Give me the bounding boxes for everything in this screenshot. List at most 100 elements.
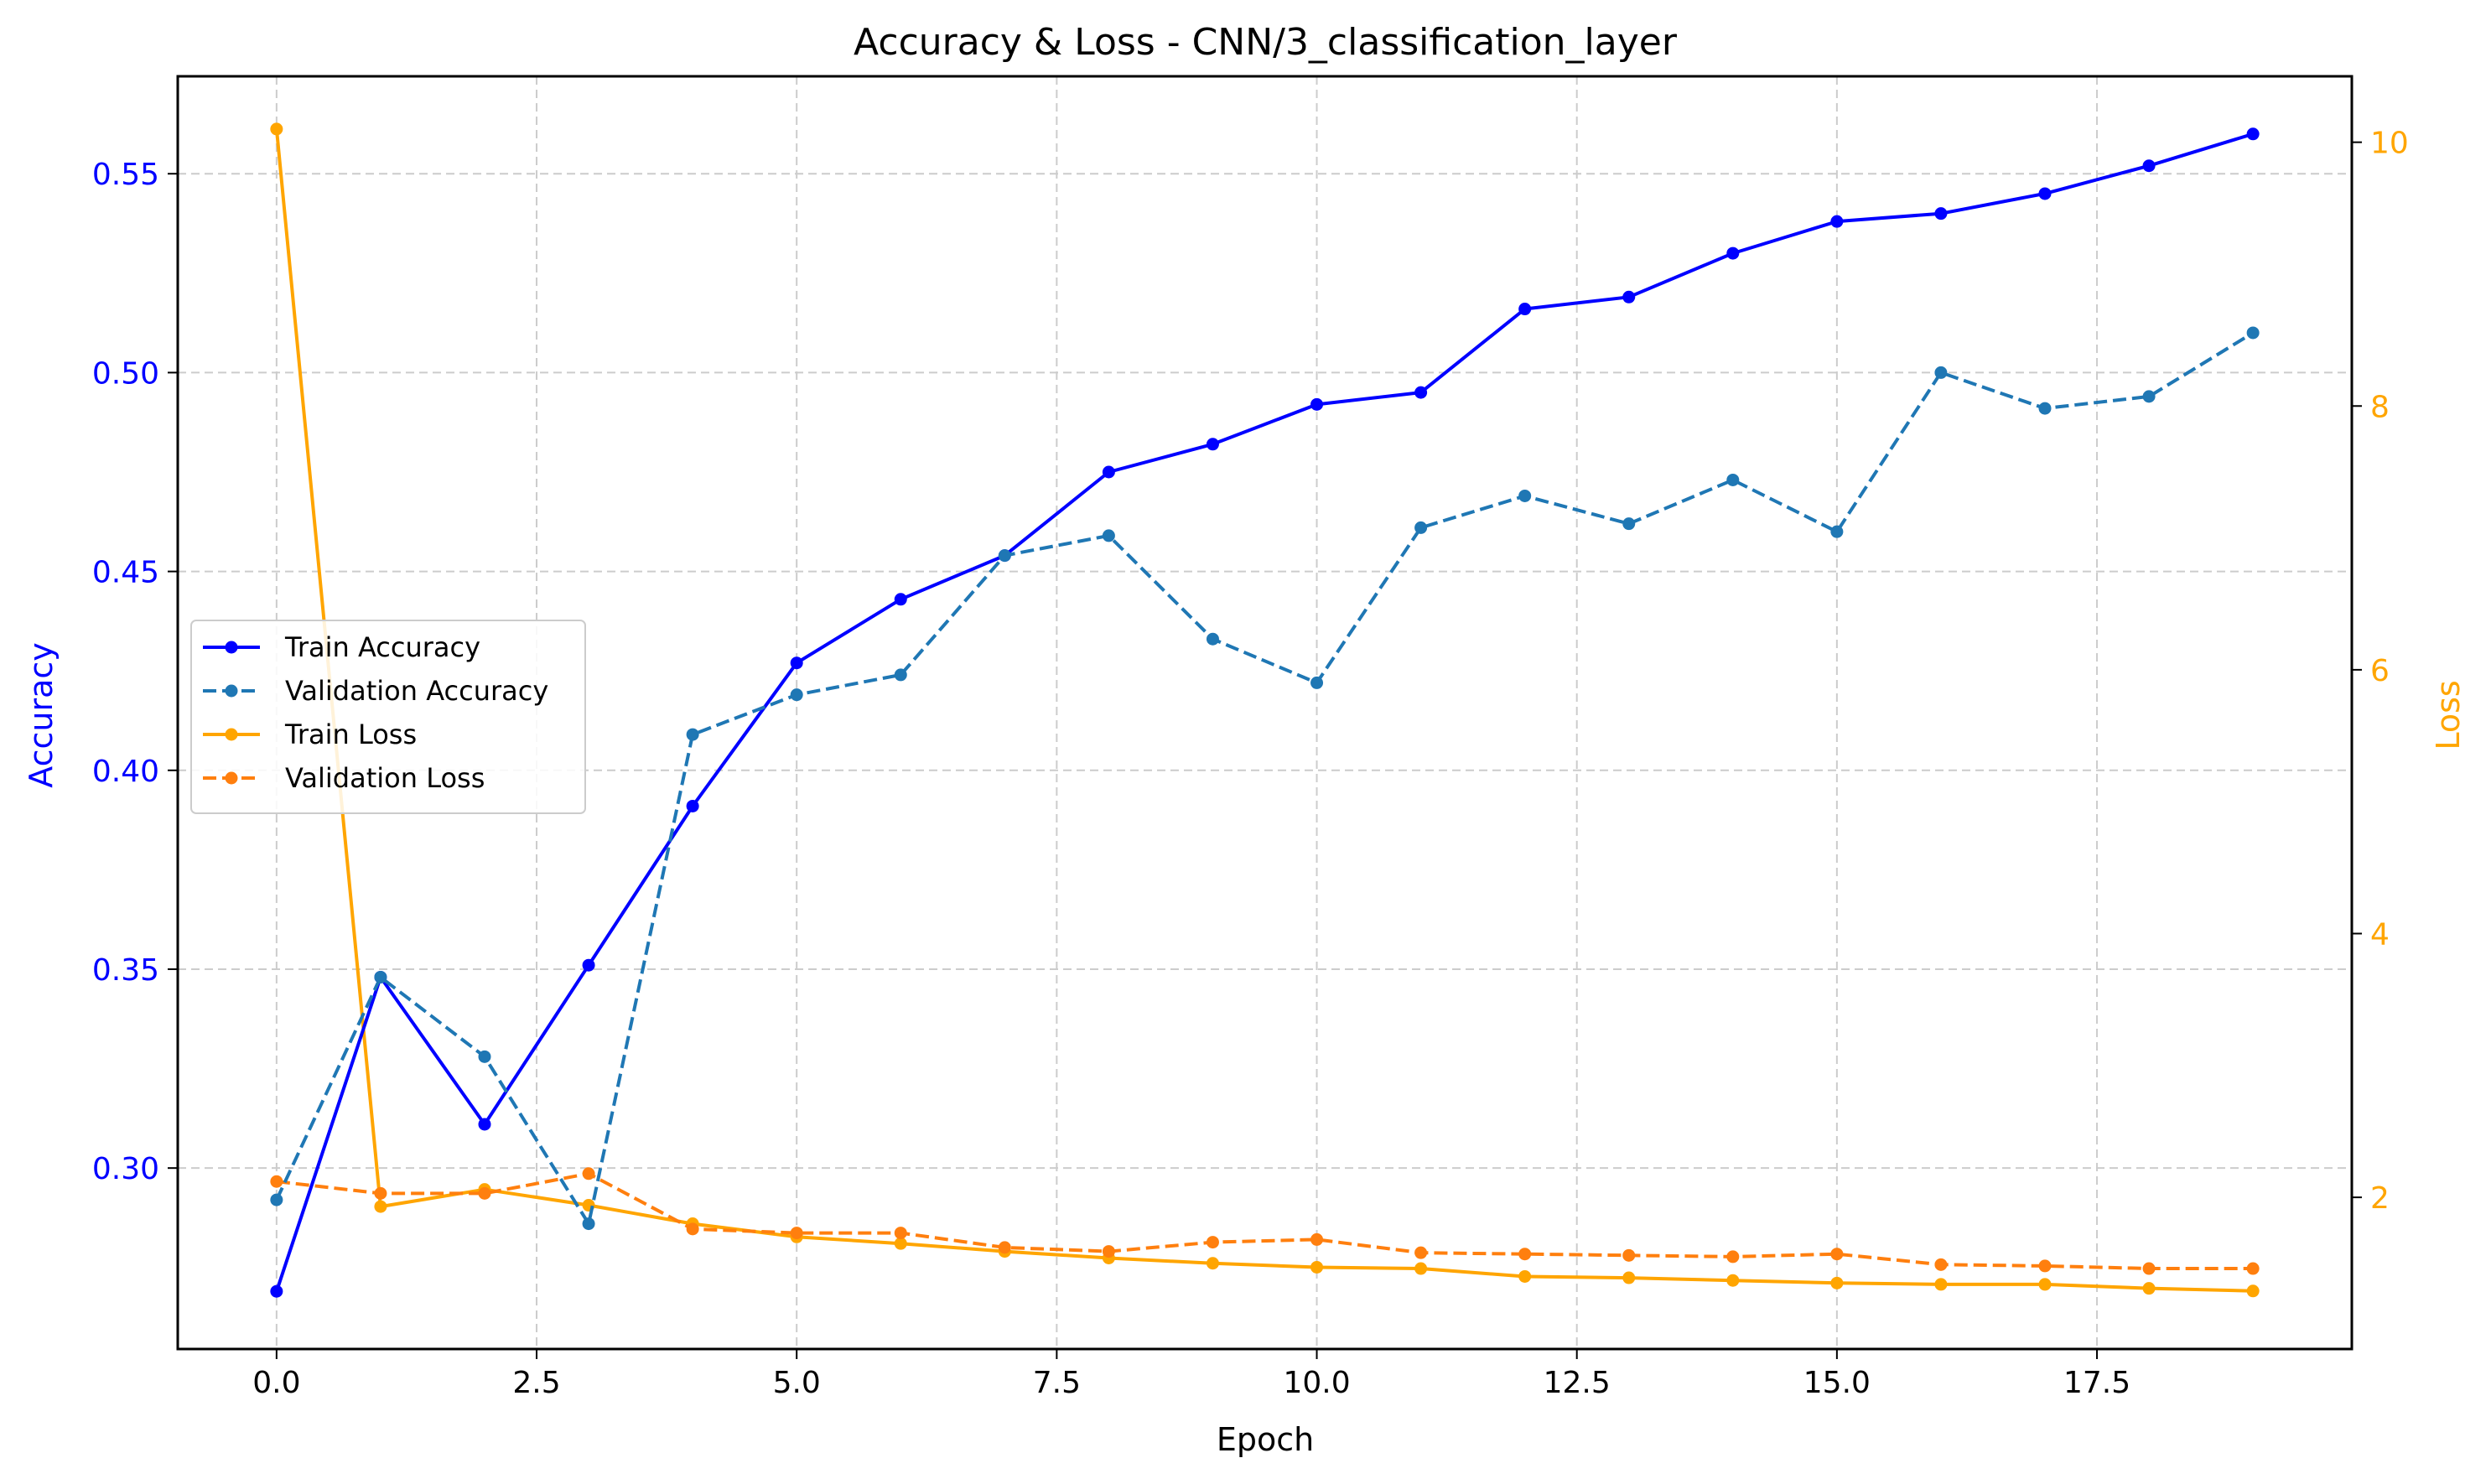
x-tick-label: 10.0 bbox=[1283, 1366, 1350, 1400]
data-point-train-loss bbox=[1934, 1278, 1948, 1291]
legend-marker-train-accuracy bbox=[225, 641, 238, 654]
chart-title: Accuracy & Loss - CNN/3_classification_l… bbox=[854, 21, 1678, 64]
data-point-validation-accuracy bbox=[1310, 676, 1324, 689]
data-point-validation-loss bbox=[374, 1186, 387, 1200]
data-point-train-accuracy bbox=[1206, 438, 1219, 451]
data-point-validation-accuracy bbox=[1102, 529, 1115, 542]
data-point-validation-loss bbox=[1934, 1258, 1948, 1271]
x-tick-label: 7.5 bbox=[1033, 1366, 1081, 1400]
data-point-validation-loss bbox=[478, 1186, 491, 1200]
data-point-validation-accuracy bbox=[270, 1193, 283, 1206]
data-point-validation-loss bbox=[1414, 1246, 1428, 1259]
data-point-train-loss bbox=[270, 122, 283, 136]
series-layer bbox=[270, 122, 2260, 1298]
legend-label-validation-loss: Validation Loss bbox=[285, 762, 485, 794]
data-point-train-loss bbox=[374, 1200, 387, 1213]
series-validation-accuracy bbox=[270, 326, 2260, 1231]
y-left-tick-label: 0.45 bbox=[92, 556, 159, 590]
data-point-train-accuracy bbox=[2246, 127, 2260, 141]
data-point-validation-accuracy bbox=[374, 970, 387, 983]
y-right-tick-label: 10 bbox=[2370, 127, 2409, 161]
data-point-validation-loss bbox=[2142, 1262, 2156, 1275]
data-point-validation-accuracy bbox=[1518, 489, 1532, 502]
data-point-train-accuracy bbox=[478, 1118, 491, 1131]
data-point-validation-loss bbox=[1518, 1248, 1532, 1261]
x-axis-label: Epoch bbox=[1217, 1421, 1314, 1458]
data-point-validation-loss bbox=[1830, 1248, 1844, 1261]
legend-label-train-loss: Train Loss bbox=[284, 719, 417, 750]
data-point-train-loss bbox=[1622, 1271, 1636, 1284]
data-point-validation-accuracy bbox=[1622, 517, 1636, 531]
data-point-validation-loss bbox=[1102, 1245, 1115, 1258]
data-point-validation-loss bbox=[1206, 1236, 1219, 1249]
data-point-validation-accuracy bbox=[790, 688, 803, 702]
y-axis-right-label: Loss bbox=[2430, 680, 2467, 750]
x-tick-label: 17.5 bbox=[2063, 1366, 2130, 1400]
y-left-tick-label: 0.40 bbox=[92, 755, 159, 789]
data-point-train-accuracy bbox=[1518, 303, 1532, 316]
data-point-train-accuracy bbox=[1414, 386, 1428, 399]
legend-marker-train-loss bbox=[225, 728, 238, 741]
y-right-tick-label: 8 bbox=[2370, 390, 2390, 424]
data-point-validation-loss bbox=[1622, 1248, 1636, 1262]
data-point-train-accuracy bbox=[1726, 246, 1740, 260]
data-point-train-accuracy bbox=[790, 656, 803, 670]
data-point-train-accuracy bbox=[2142, 159, 2156, 173]
data-point-train-loss bbox=[1518, 1269, 1532, 1283]
series-line-train-loss bbox=[274, 128, 2254, 1293]
data-point-validation-loss bbox=[790, 1227, 803, 1240]
legend-marker-validation-accuracy bbox=[225, 684, 238, 698]
data-point-train-accuracy bbox=[1310, 397, 1324, 411]
data-point-train-accuracy bbox=[2038, 187, 2052, 200]
legend-box bbox=[190, 620, 586, 814]
data-point-validation-accuracy bbox=[2142, 390, 2156, 403]
legend-label-train-accuracy: Train Accuracy bbox=[284, 631, 480, 663]
data-point-train-loss bbox=[1310, 1260, 1324, 1274]
series-line-validation-loss bbox=[276, 1171, 2254, 1270]
data-point-validation-accuracy bbox=[2246, 326, 2260, 340]
data-point-train-loss bbox=[1830, 1276, 1844, 1289]
data-point-validation-loss bbox=[1310, 1232, 1324, 1246]
axis-layer: 0.0 2.5 5.0 7.5 10.0 12.5 15.0 17.5 0.30 0.35 0.40… bbox=[92, 127, 2409, 1400]
series-line-validation-accuracy bbox=[275, 331, 2255, 1226]
data-point-validation-loss bbox=[894, 1227, 907, 1240]
data-point-validation-accuracy bbox=[1206, 632, 1219, 646]
legend: Train Accuracy Validation Accuracy Train L… bbox=[190, 620, 586, 814]
data-point-validation-accuracy bbox=[1830, 525, 1844, 538]
data-point-train-loss bbox=[1726, 1274, 1740, 1287]
x-tick-label: 5.0 bbox=[773, 1366, 821, 1400]
data-point-train-accuracy bbox=[894, 593, 907, 606]
series-line-train-accuracy bbox=[275, 132, 2254, 1292]
data-point-train-accuracy bbox=[270, 1284, 283, 1298]
data-point-validation-accuracy bbox=[582, 1217, 595, 1231]
data-point-validation-loss bbox=[2038, 1259, 2052, 1273]
data-point-validation-accuracy bbox=[894, 668, 907, 682]
plot-frame bbox=[176, 75, 2353, 1351]
data-point-train-loss bbox=[2038, 1278, 2052, 1291]
y-left-tick-label: 0.50 bbox=[92, 356, 159, 391]
data-point-validation-loss bbox=[270, 1175, 283, 1188]
y-left-tick-label: 0.30 bbox=[92, 1152, 159, 1186]
y-left-tick-label: 0.35 bbox=[92, 953, 159, 988]
data-point-validation-loss bbox=[582, 1167, 595, 1180]
y-right-tick-label: 2 bbox=[2370, 1181, 2390, 1216]
data-point-train-accuracy bbox=[686, 799, 699, 812]
legend-marker-validation-loss bbox=[225, 771, 238, 785]
data-point-train-accuracy bbox=[582, 958, 595, 972]
y-axis-left-label: Accuracy bbox=[23, 642, 60, 788]
data-point-train-loss bbox=[2142, 1282, 2156, 1295]
x-tick-label: 12.5 bbox=[1544, 1366, 1611, 1400]
series-train-accuracy bbox=[270, 127, 2260, 1298]
data-point-validation-accuracy bbox=[686, 728, 699, 741]
y-right-tick-label: 4 bbox=[2370, 917, 2390, 952]
data-point-validation-accuracy bbox=[1934, 366, 1948, 379]
data-point-validation-accuracy bbox=[1726, 473, 1740, 486]
data-point-train-accuracy bbox=[1102, 465, 1115, 479]
data-point-validation-loss bbox=[998, 1241, 1011, 1254]
data-point-validation-accuracy bbox=[998, 549, 1011, 563]
data-point-validation-loss bbox=[1726, 1250, 1740, 1263]
data-point-train-accuracy bbox=[1622, 290, 1636, 304]
data-point-train-accuracy bbox=[1830, 215, 1844, 228]
